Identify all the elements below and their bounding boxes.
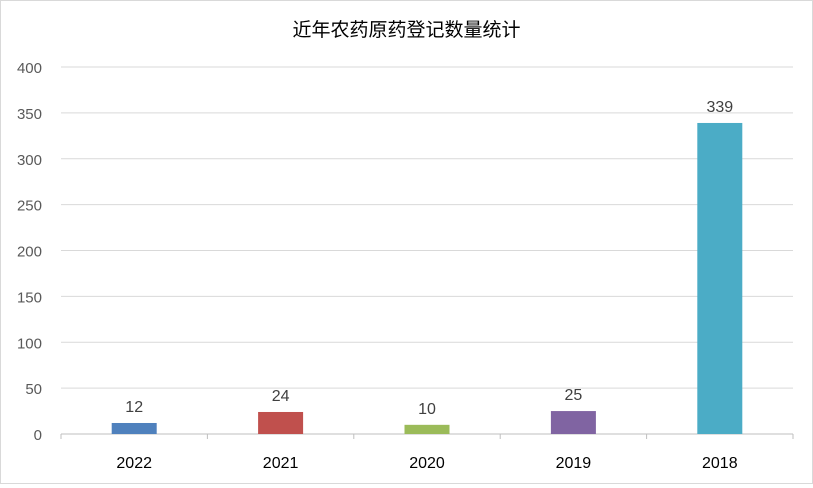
data-label: 24	[272, 388, 290, 405]
bar	[404, 424, 450, 434]
x-tick-label: 2020	[409, 455, 445, 472]
x-tick-label: 2018	[702, 455, 738, 472]
x-tick-label: 2019	[556, 455, 592, 472]
y-tick-label: 400	[17, 60, 42, 77]
data-label: 339	[706, 99, 733, 116]
y-tick-label: 100	[17, 335, 42, 352]
y-tick-label: 350	[17, 106, 42, 123]
bar	[550, 411, 596, 434]
x-tick-label: 2022	[116, 455, 152, 472]
bar	[258, 411, 304, 434]
data-label: 12	[125, 399, 143, 416]
y-tick-label: 250	[17, 198, 42, 215]
bar	[697, 122, 743, 434]
y-tick-label: 150	[17, 289, 42, 306]
y-tick-label: 50	[25, 381, 42, 398]
data-label: 25	[565, 387, 583, 404]
data-label: 10	[418, 401, 436, 418]
y-tick-label: 300	[17, 152, 42, 169]
y-tick-label: 200	[17, 244, 42, 261]
chart-title: 近年农药原药登记数量统计	[292, 19, 521, 41]
bar	[111, 422, 157, 434]
x-tick-label: 2021	[263, 455, 299, 472]
y-tick-label: 0	[34, 427, 42, 444]
